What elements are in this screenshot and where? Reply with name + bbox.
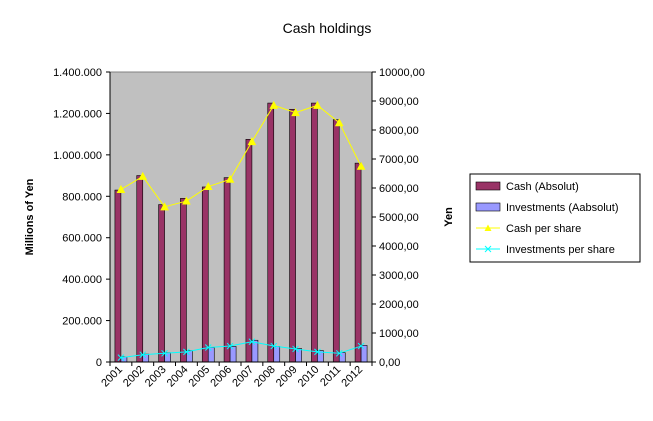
point-cash-per-share-2002[interactable] <box>138 171 148 180</box>
bar-cash-2011[interactable] <box>332 119 340 363</box>
y2-tick-label: 8000,00 <box>379 125 419 137</box>
legend-box <box>469 173 641 263</box>
line-layer <box>116 100 366 362</box>
y-tick-label: 400.000 <box>62 274 102 286</box>
y-tick-label: 200.000 <box>62 316 102 328</box>
bar-cash-2006[interactable] <box>223 177 231 363</box>
y-tick-label: 800.000 <box>62 191 102 203</box>
y-tick-label: 1.000.000 <box>53 150 102 162</box>
legend-label-investments: Investments (Aabsolut) <box>506 202 619 214</box>
y2-tick-label: 3000,00 <box>379 270 419 282</box>
bar-cash-2004[interactable] <box>180 198 187 363</box>
point-investments-per-share-2006[interactable] <box>226 342 234 350</box>
point-investments-per-share-2002[interactable] <box>139 351 147 359</box>
y2-tick-label: 2000,00 <box>379 299 419 311</box>
bar-cash-2001[interactable] <box>114 189 122 363</box>
bar-cash-2002[interactable] <box>136 175 144 363</box>
legend-swatch-cash <box>475 181 501 191</box>
y2-axis-title: Yen <box>443 207 455 227</box>
legend-label-cash: Cash (Absolut) <box>506 181 579 193</box>
bar-cash-2003[interactable] <box>158 204 165 363</box>
bar-investments-2007[interactable] <box>251 339 259 363</box>
point-cash-per-share-2005[interactable] <box>203 181 213 191</box>
point-cash-per-share-2007[interactable] <box>247 137 257 146</box>
point-cash-per-share-2009[interactable] <box>291 108 300 117</box>
y2-tick-label: 1000,00 <box>379 328 419 340</box>
point-investments-per-share-2012[interactable] <box>357 342 365 350</box>
legend: Cash (Absolut) Investments (Aabsolut) Cash… <box>469 173 641 263</box>
line-investments-per-share <box>120 341 362 359</box>
y2-tick-label: 9000,00 <box>379 96 419 108</box>
bar-cash-2007[interactable] <box>245 139 253 363</box>
point-investments-per-share-2008[interactable] <box>270 342 278 350</box>
legend-label-investments-per-share: Investments per share <box>506 244 615 256</box>
y-tick-label: 1.400.000 <box>53 67 102 79</box>
point-investments-per-share-2003[interactable] <box>161 349 168 357</box>
y2-tick-label: 5000,00 <box>379 212 419 224</box>
bar-cash-2005[interactable] <box>201 186 209 363</box>
y2-tick-label: 6000,00 <box>379 183 419 195</box>
point-investments-per-share-2007[interactable] <box>248 338 256 346</box>
bar-cash-2008[interactable] <box>267 102 275 363</box>
point-cash-per-share-2011[interactable] <box>334 118 344 127</box>
chart-title: Cash holdings <box>283 20 372 36</box>
point-investments-per-share-2009[interactable] <box>292 345 299 353</box>
point-investments-per-share-2010[interactable] <box>314 348 321 356</box>
point-investments-per-share-2004[interactable] <box>183 348 190 356</box>
bar-cash-2010[interactable] <box>311 102 318 363</box>
point-investments-per-share-2001[interactable] <box>117 354 125 362</box>
bar-investments-2012[interactable] <box>360 345 368 363</box>
point-investments-per-share-2005[interactable] <box>204 344 212 351</box>
point-investments-per-share-2011[interactable] <box>335 349 343 357</box>
point-cash-per-share-2001[interactable] <box>116 184 126 193</box>
point-cash-per-share-2006[interactable] <box>225 174 235 183</box>
legend-label-cash-per-share: Cash per share <box>506 223 581 235</box>
legend-swatch-investments <box>475 202 501 212</box>
y-tick-label: 1.200.000 <box>53 108 102 120</box>
y-tick-label: 600.000 <box>62 233 102 245</box>
bar-cash-2012[interactable] <box>354 162 362 363</box>
legend-marker-cash-per-share <box>484 224 492 231</box>
bar-cash-2009[interactable] <box>289 108 296 363</box>
point-cash-per-share-2004[interactable] <box>182 196 191 205</box>
y2-tick-label: 7000,00 <box>379 154 419 166</box>
plot-area <box>109 71 373 363</box>
y-tick-label: 0 <box>96 357 102 369</box>
bar-investments-2005[interactable] <box>207 347 215 363</box>
legend-marker-investments-per-share <box>484 245 492 253</box>
point-cash-per-share-2003[interactable] <box>160 202 169 211</box>
y2-tick-label: 0,00 <box>379 357 400 369</box>
y-axis-title: Millions of Yen <box>24 178 36 255</box>
y2-tick-label: 10000,00 <box>379 67 425 79</box>
point-cash-per-share-2010[interactable] <box>313 100 322 109</box>
y2-tick-label: 4000,00 <box>379 241 419 253</box>
point-cash-per-share-2008[interactable] <box>269 100 279 109</box>
point-cash-per-share-2012[interactable] <box>356 161 366 170</box>
